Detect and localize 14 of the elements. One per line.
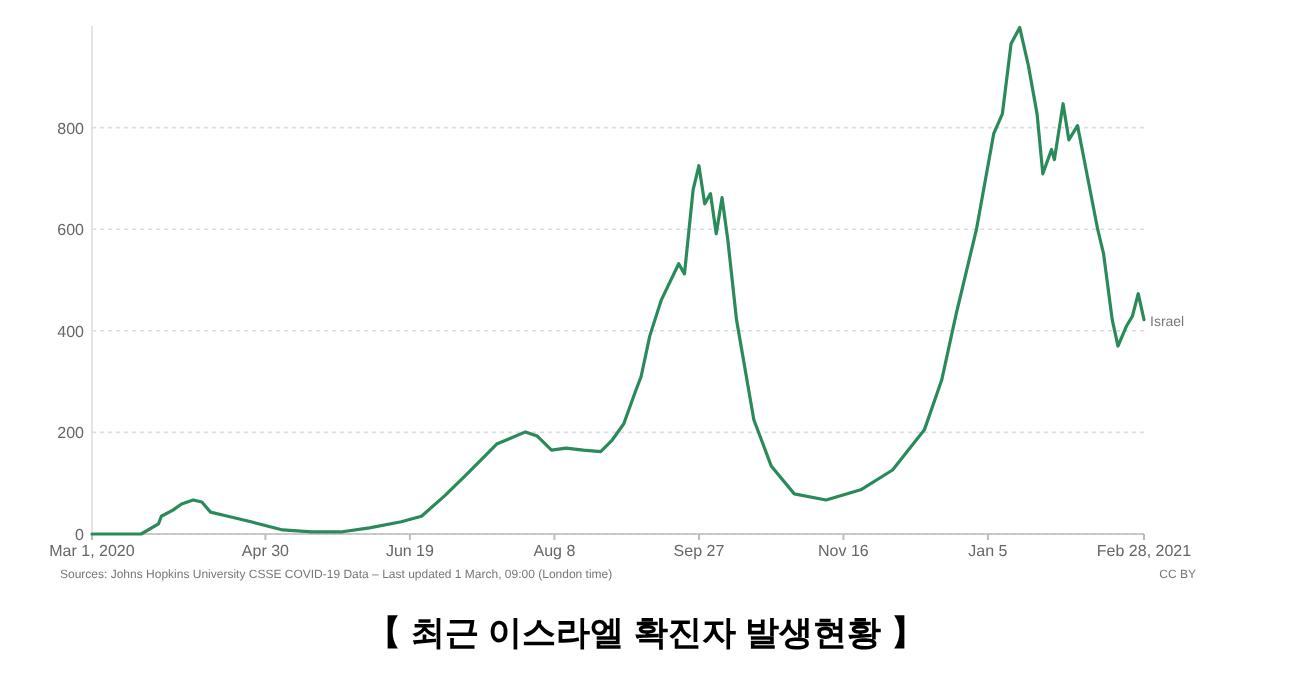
x-tick-label: Mar 1, 2020 bbox=[49, 542, 136, 560]
x-tick-label: Nov 16 bbox=[818, 542, 870, 560]
x-tick-label: Aug 8 bbox=[533, 542, 577, 560]
x-tick-label: Apr 30 bbox=[241, 542, 291, 560]
x-tick-label: Jun 19 bbox=[385, 542, 436, 560]
y-tick-label: 400 bbox=[57, 322, 86, 341]
y-tick-label: 200 bbox=[57, 424, 86, 443]
x-tick-label: Feb 28, 2021 bbox=[1096, 542, 1193, 560]
y-tick-label: 800 bbox=[57, 119, 86, 138]
text: 【 최근 이스라엘 확진자 발생현황 】 bbox=[367, 614, 925, 652]
y-tick-label: 600 bbox=[57, 221, 86, 240]
x-tick-label: Sep 27 bbox=[673, 542, 726, 560]
y-tick-label: 0 bbox=[75, 526, 86, 544]
x-tick-label: Jan 5 bbox=[968, 542, 1009, 560]
